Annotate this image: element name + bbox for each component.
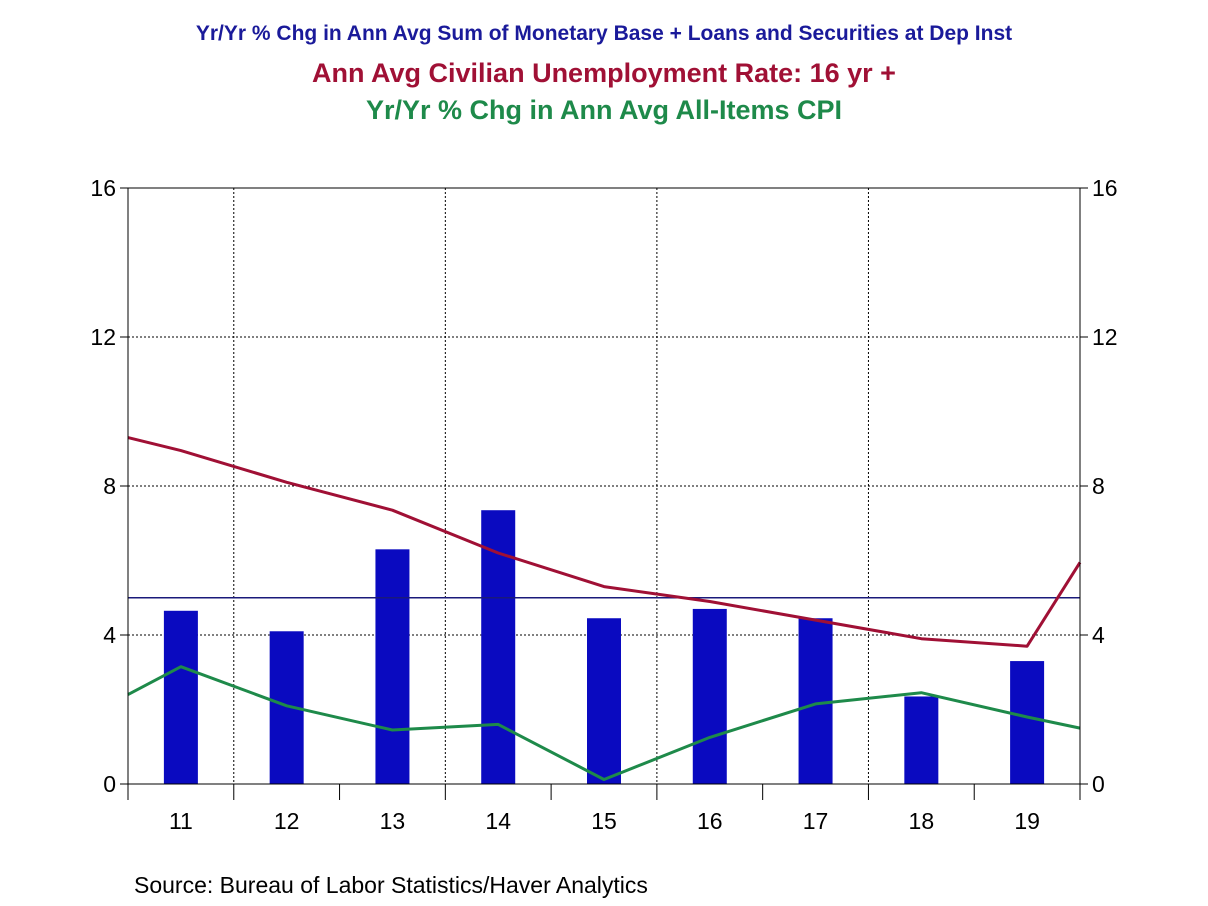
y-tick-label-right: 4 xyxy=(1092,622,1105,648)
y-tick-label-left: 4 xyxy=(103,622,116,648)
y-tick-label-left: 0 xyxy=(103,771,116,797)
bar xyxy=(375,549,410,784)
x-tick-label: 14 xyxy=(485,808,511,834)
bar xyxy=(1010,661,1045,784)
y-tick-label-right: 12 xyxy=(1092,324,1118,350)
unemployment-line xyxy=(127,436,1082,648)
y-tick-label-left: 16 xyxy=(90,175,116,201)
bar xyxy=(798,618,833,784)
y-tick-label-right: 8 xyxy=(1092,473,1105,499)
bar xyxy=(587,618,621,784)
x-tick-label: 15 xyxy=(591,808,617,834)
x-tick-label: 17 xyxy=(803,808,829,834)
x-tick-label: 16 xyxy=(697,808,723,834)
chart-title-money: Yr/Yr % Chg in Ann Avg Sum of Monetary B… xyxy=(195,22,1013,45)
y-tick-label-right: 0 xyxy=(1092,771,1105,797)
x-tick-label: 11 xyxy=(169,808,193,834)
y-tick-label-left: 8 xyxy=(103,473,116,499)
chart-title-cpi: Yr/Yr % Chg in Ann Avg All-Items CPI xyxy=(365,95,843,125)
axes-layer: 0 0 4 4 8 8 12 12 16 16 11 12 13 14 15 16 17 18 19 xyxy=(90,175,1117,834)
chart-title-unemployment: Ann Avg Civilian Unemployment Rate: 16 y… xyxy=(312,58,896,88)
x-tick-label: 12 xyxy=(274,808,300,834)
x-tick-label: 18 xyxy=(909,808,935,834)
bar xyxy=(904,696,939,784)
y-tick-label-right: 16 xyxy=(1092,175,1118,201)
bar xyxy=(692,608,727,784)
bars-layer xyxy=(163,510,1045,784)
x-tick-label: 13 xyxy=(380,808,406,834)
x-tick-label: 19 xyxy=(1014,808,1040,834)
bar xyxy=(163,610,198,784)
lines-layer xyxy=(127,436,1082,781)
bar xyxy=(481,510,516,784)
cpi-line xyxy=(127,665,1081,781)
y-tick-label-left: 12 xyxy=(90,324,116,350)
source-note: Source: Bureau of Labor Statistics/Haver… xyxy=(134,872,648,898)
